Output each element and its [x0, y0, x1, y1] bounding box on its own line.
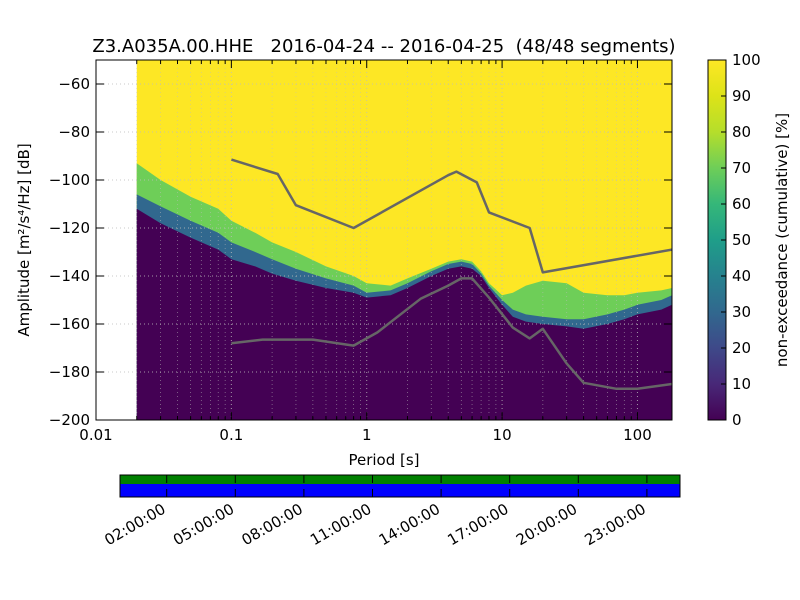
colorbar-tick-label: 60: [732, 195, 751, 213]
x-tick-label: 0.01: [79, 426, 112, 444]
colorbar-tick-label: 10: [732, 375, 751, 393]
x-tick-label: 0.1: [219, 426, 243, 444]
colorbar-tick-label: 70: [732, 159, 751, 177]
timeline-tick-label: 14:00:00: [376, 500, 443, 549]
percentile-curve-1: [231, 158, 672, 274]
y-tick-label: −160: [49, 315, 90, 333]
heatmap-bands: [136, 60, 672, 420]
colorbar-label: non-exceedance (cumulative) [%]: [773, 113, 791, 367]
timeline-band-bottom: [120, 484, 680, 497]
y-tick-label: −100: [49, 171, 90, 189]
colorbar-tick-label: 30: [732, 303, 751, 321]
timeline-tick-label: 20:00:00: [513, 500, 580, 549]
timeline-tick-label: 02:00:00: [101, 500, 168, 549]
y-axis-label: Amplitude [m²/s⁴/Hz] [dB]: [15, 143, 33, 336]
data-coverage-timeline: [120, 475, 680, 497]
timeline-frame: [119, 474, 681, 498]
timeline-tick-label: 23:00:00: [582, 500, 649, 549]
grid-lines: [96, 60, 672, 420]
timeline-tick-label: 05:00:00: [170, 500, 237, 549]
colorbar-tick-label: 50: [732, 231, 751, 249]
x-axis-label: Period [s]: [348, 451, 419, 469]
timeline-tick-label: 17:00:00: [444, 500, 511, 549]
y-tick-label: −80: [58, 123, 90, 141]
percentile-curve-2: [231, 277, 672, 391]
x-tick-label: 1: [362, 426, 372, 444]
y-tick-label: −200: [49, 411, 90, 429]
y-tick-label: −180: [49, 363, 90, 381]
y-tick-label: −140: [49, 267, 90, 285]
percentile-curves: [231, 158, 672, 391]
colorbar-tick-label: 20: [732, 339, 751, 357]
timeline-tick-label: 08:00:00: [239, 500, 306, 549]
timeline-tick-label: 11:00:00: [307, 500, 374, 549]
x-axis-ticks: 0.01 0.1 1 10 100: [79, 60, 652, 444]
x-tick-label: 100: [623, 426, 652, 444]
plot-frame: [95, 59, 673, 421]
timeline-band-top: [120, 475, 680, 484]
chart-title: Z3.A035A.00.HHE 2016-04-24 -- 2016-04-25…: [92, 36, 675, 57]
colorbar-tick-label: 80: [732, 123, 751, 141]
y-axis-ticks: −60 −80 −100 −120 −140 −160 −180 −200: [49, 75, 672, 429]
y-tick-label: −60: [58, 75, 90, 93]
plot-area: [96, 60, 672, 420]
colorbar-tick-label: 100: [732, 51, 761, 69]
colorbar-tick-label: 90: [732, 87, 751, 105]
colorbar-ticks: 0 10 20 30 40 50 60 70 80 90 100: [721, 51, 761, 429]
x-tick-label: 10: [493, 426, 512, 444]
band-below-10: [136, 208, 672, 420]
y-tick-label: −120: [49, 219, 90, 237]
colorbar-tick-label: 40: [732, 267, 751, 285]
colorbar-tick-label: 0: [732, 411, 742, 429]
